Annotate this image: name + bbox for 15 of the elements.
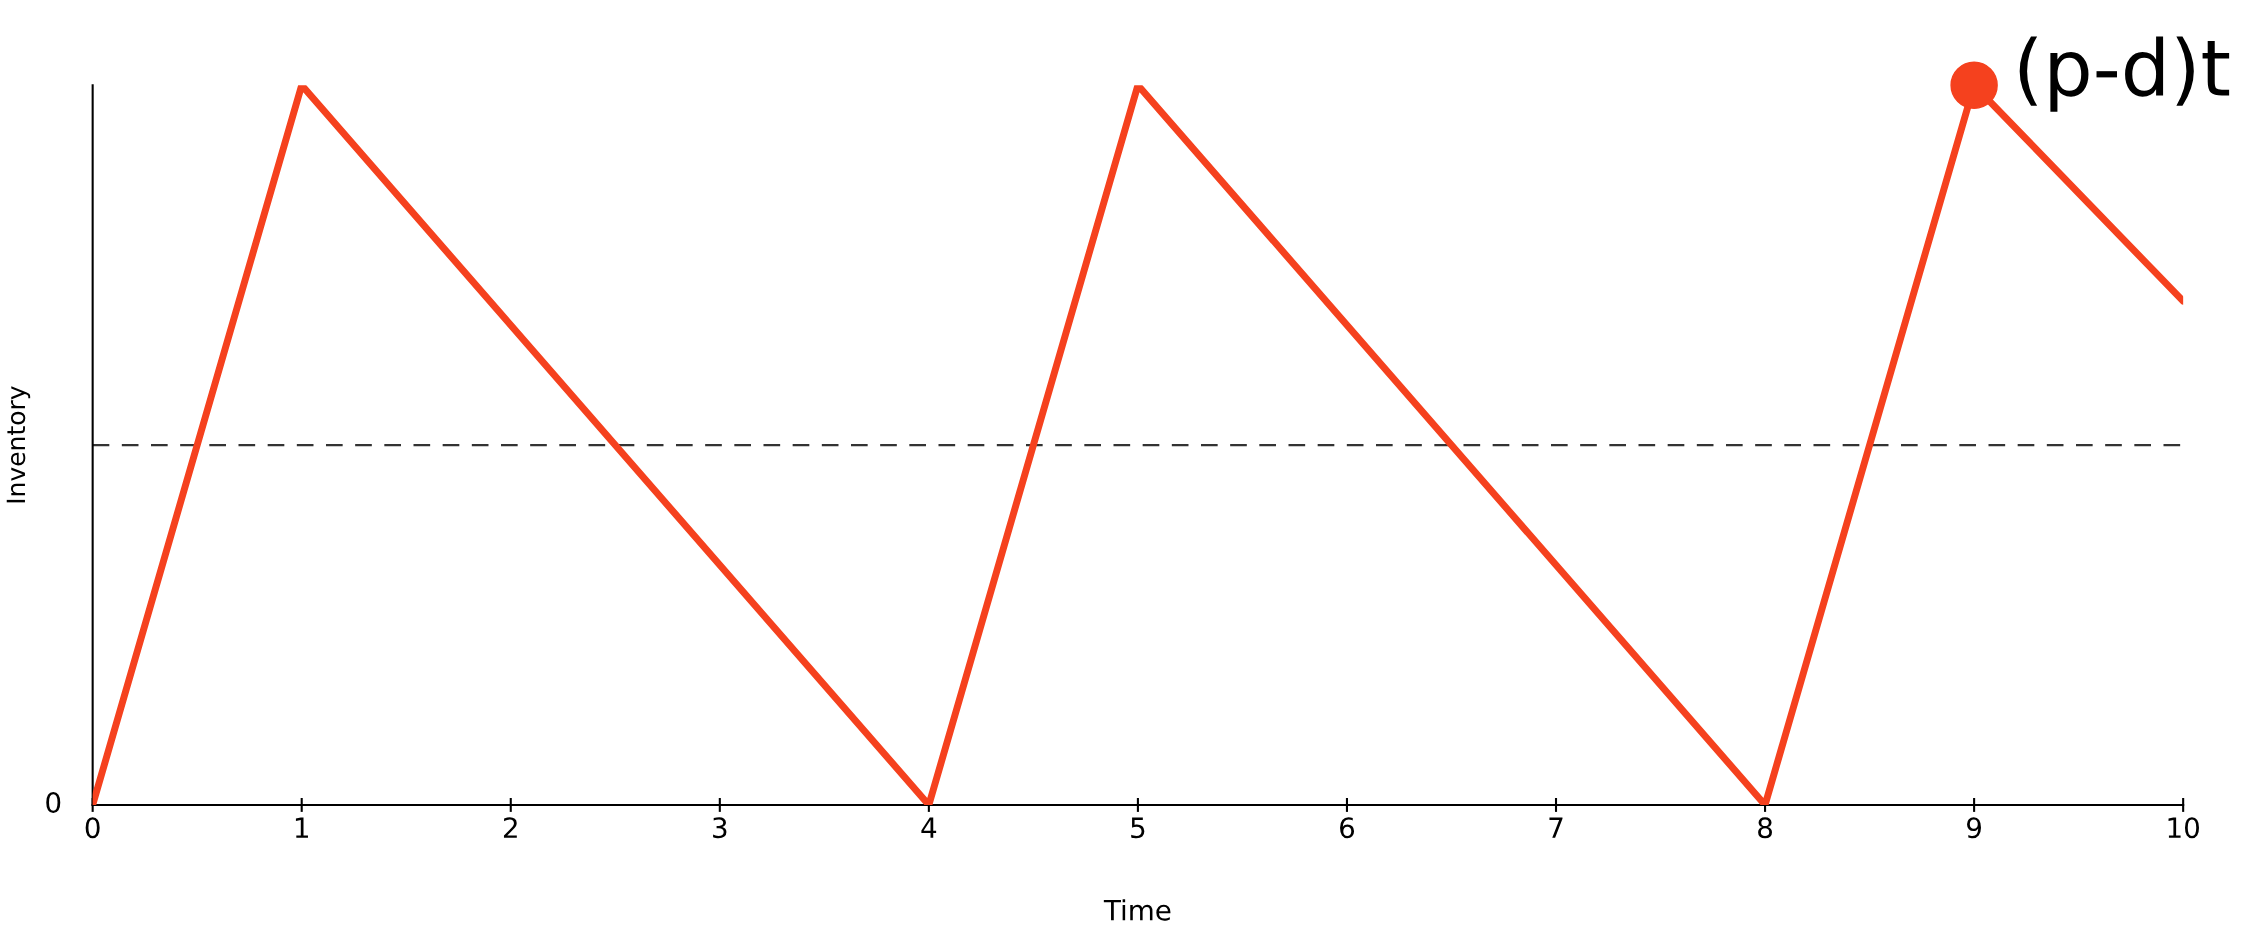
x-tick-label: 5 (1131, 817, 1145, 839)
x-tick-label: 7 (1549, 817, 1563, 838)
x-tick-label: 10 (2168, 817, 2199, 839)
x-tick-label: 6 (1340, 817, 1355, 839)
x-tick-label: 9 (1967, 817, 1981, 839)
x-tick-label: 4 (921, 817, 937, 838)
y-axis-title: Inventory (6, 386, 31, 503)
annotation: (p-d)t (2019, 36, 2230, 112)
x-tick-label: 1 (295, 817, 308, 838)
x-tick-label: 3 (713, 817, 727, 839)
x-axis-title: Time (1103, 899, 1171, 921)
x-tick-label: 0 (85, 817, 100, 839)
x-tick-label: 8 (1758, 817, 1772, 839)
x-tick-label: 2 (503, 817, 517, 838)
annotation: 0 (46, 792, 61, 814)
